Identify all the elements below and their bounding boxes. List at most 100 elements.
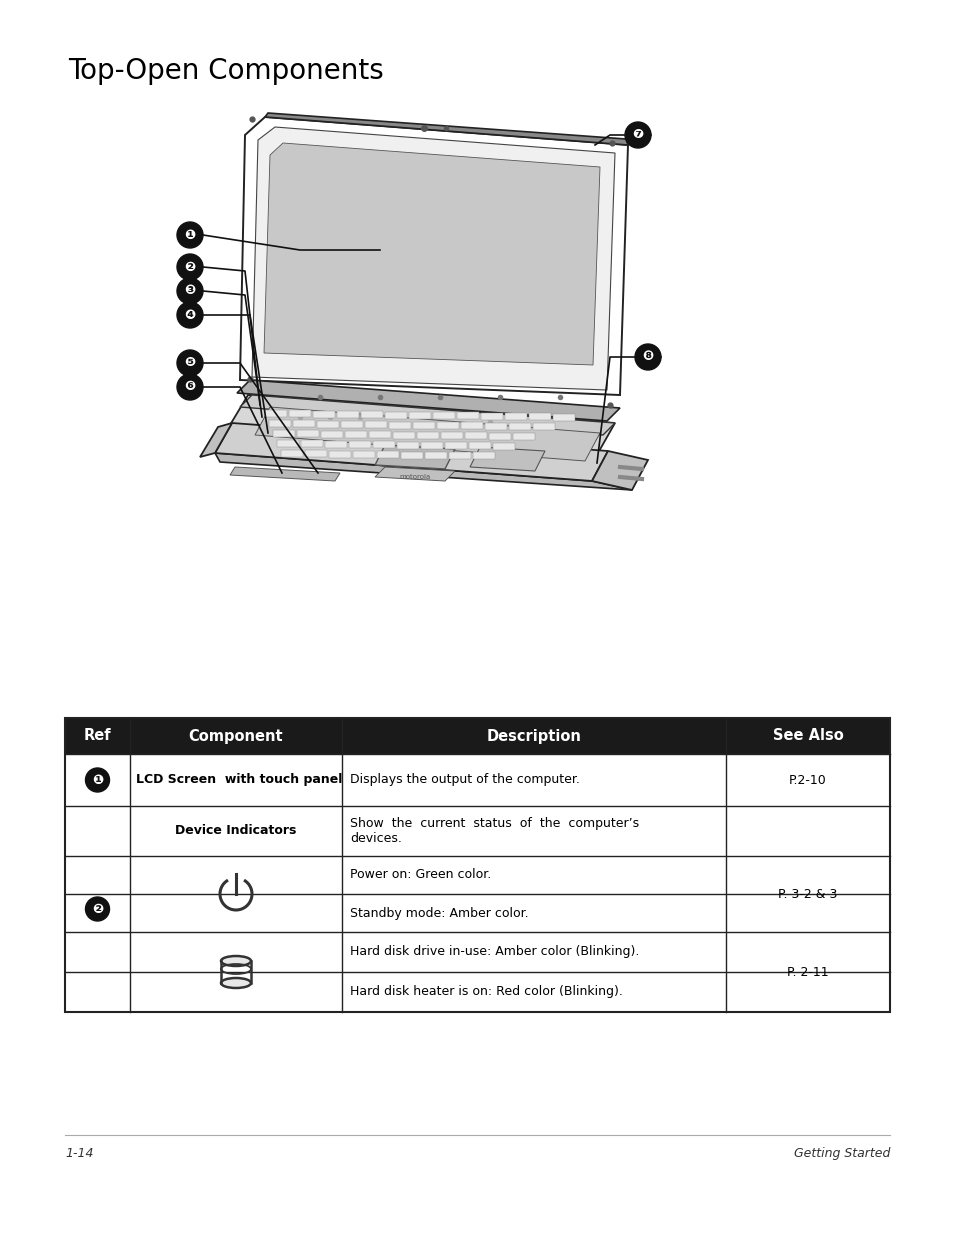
Polygon shape xyxy=(592,451,647,490)
Polygon shape xyxy=(281,450,303,457)
Polygon shape xyxy=(316,421,338,427)
Polygon shape xyxy=(252,127,615,390)
Polygon shape xyxy=(436,422,458,429)
Ellipse shape xyxy=(221,956,251,966)
Text: P. 3-2 & 3: P. 3-2 & 3 xyxy=(778,888,837,900)
Polygon shape xyxy=(484,422,506,430)
Text: Displays the output of the computer.: Displays the output of the computer. xyxy=(350,773,579,787)
Polygon shape xyxy=(289,410,311,417)
Text: Ref: Ref xyxy=(84,729,112,743)
Polygon shape xyxy=(320,431,343,437)
Polygon shape xyxy=(469,442,491,450)
Polygon shape xyxy=(340,421,363,427)
Polygon shape xyxy=(389,421,411,429)
Polygon shape xyxy=(513,433,535,440)
Ellipse shape xyxy=(221,978,251,988)
Text: Hard disk drive in-use: Amber color (Blinking).: Hard disk drive in-use: Amber color (Bli… xyxy=(350,946,639,958)
Text: Getting Started: Getting Started xyxy=(793,1147,889,1160)
Text: ❶: ❶ xyxy=(184,228,195,242)
Text: Standby mode: Amber color.: Standby mode: Amber color. xyxy=(350,906,528,920)
Polygon shape xyxy=(529,414,551,420)
Polygon shape xyxy=(301,441,323,447)
Polygon shape xyxy=(265,410,287,417)
Polygon shape xyxy=(269,420,291,427)
Text: ❷: ❷ xyxy=(184,261,195,273)
Circle shape xyxy=(177,350,203,375)
Polygon shape xyxy=(400,452,422,458)
Polygon shape xyxy=(200,424,232,457)
Polygon shape xyxy=(376,451,398,458)
Text: Description: Description xyxy=(486,729,580,743)
Text: ❹: ❹ xyxy=(184,309,195,321)
Text: ❺: ❺ xyxy=(184,357,195,369)
Polygon shape xyxy=(293,420,314,427)
Text: motorola: motorola xyxy=(399,474,430,480)
Polygon shape xyxy=(230,467,339,480)
Circle shape xyxy=(177,254,203,280)
Text: ❷: ❷ xyxy=(91,903,103,915)
Circle shape xyxy=(177,303,203,329)
Polygon shape xyxy=(254,408,599,461)
Text: LCD Screen  with touch panel: LCD Screen with touch panel xyxy=(136,773,342,787)
Polygon shape xyxy=(214,453,631,490)
Polygon shape xyxy=(375,467,455,480)
Polygon shape xyxy=(296,430,318,437)
Polygon shape xyxy=(265,112,627,144)
Polygon shape xyxy=(470,447,544,471)
Polygon shape xyxy=(440,432,462,440)
Polygon shape xyxy=(240,395,615,435)
Polygon shape xyxy=(480,412,502,420)
Polygon shape xyxy=(369,431,391,438)
Polygon shape xyxy=(444,442,467,450)
Text: Power on: Green color.: Power on: Green color. xyxy=(350,868,491,882)
Bar xyxy=(65,718,889,755)
Polygon shape xyxy=(313,410,335,417)
Polygon shape xyxy=(416,432,438,438)
Text: See Also: See Also xyxy=(772,729,842,743)
Polygon shape xyxy=(424,452,447,458)
Polygon shape xyxy=(325,441,347,447)
Polygon shape xyxy=(360,411,382,419)
Polygon shape xyxy=(396,441,418,448)
Polygon shape xyxy=(409,411,431,419)
Text: ❼: ❼ xyxy=(632,128,643,142)
Polygon shape xyxy=(336,411,358,417)
Text: ❽: ❽ xyxy=(641,351,653,363)
Polygon shape xyxy=(273,430,294,437)
Polygon shape xyxy=(393,431,415,438)
Text: Hard disk heater is on: Red color (Blinking).: Hard disk heater is on: Red color (Blink… xyxy=(350,986,622,999)
Polygon shape xyxy=(230,395,615,453)
Polygon shape xyxy=(385,411,407,419)
Polygon shape xyxy=(460,422,482,430)
Polygon shape xyxy=(276,440,298,447)
Polygon shape xyxy=(553,414,575,421)
Polygon shape xyxy=(349,441,371,448)
Text: 1-14: 1-14 xyxy=(65,1147,93,1160)
Polygon shape xyxy=(413,422,435,429)
Polygon shape xyxy=(493,442,515,450)
Text: P.2-10: P.2-10 xyxy=(788,773,826,787)
Polygon shape xyxy=(473,452,495,459)
Text: ❶: ❶ xyxy=(91,773,103,787)
Circle shape xyxy=(635,345,660,370)
Circle shape xyxy=(177,222,203,248)
Circle shape xyxy=(177,278,203,304)
Polygon shape xyxy=(449,452,471,459)
Circle shape xyxy=(177,374,203,400)
Polygon shape xyxy=(489,432,511,440)
Circle shape xyxy=(86,768,110,792)
Text: Device Indicators: Device Indicators xyxy=(175,825,296,837)
Circle shape xyxy=(86,897,110,921)
Polygon shape xyxy=(264,143,599,366)
Polygon shape xyxy=(305,451,327,457)
Polygon shape xyxy=(509,424,531,430)
Polygon shape xyxy=(533,424,555,430)
Polygon shape xyxy=(375,445,455,469)
Circle shape xyxy=(624,122,650,148)
Text: ❸: ❸ xyxy=(184,284,195,298)
Polygon shape xyxy=(420,442,442,448)
Polygon shape xyxy=(353,451,375,458)
Polygon shape xyxy=(329,451,351,458)
Text: Component: Component xyxy=(189,729,283,743)
Polygon shape xyxy=(456,412,478,420)
